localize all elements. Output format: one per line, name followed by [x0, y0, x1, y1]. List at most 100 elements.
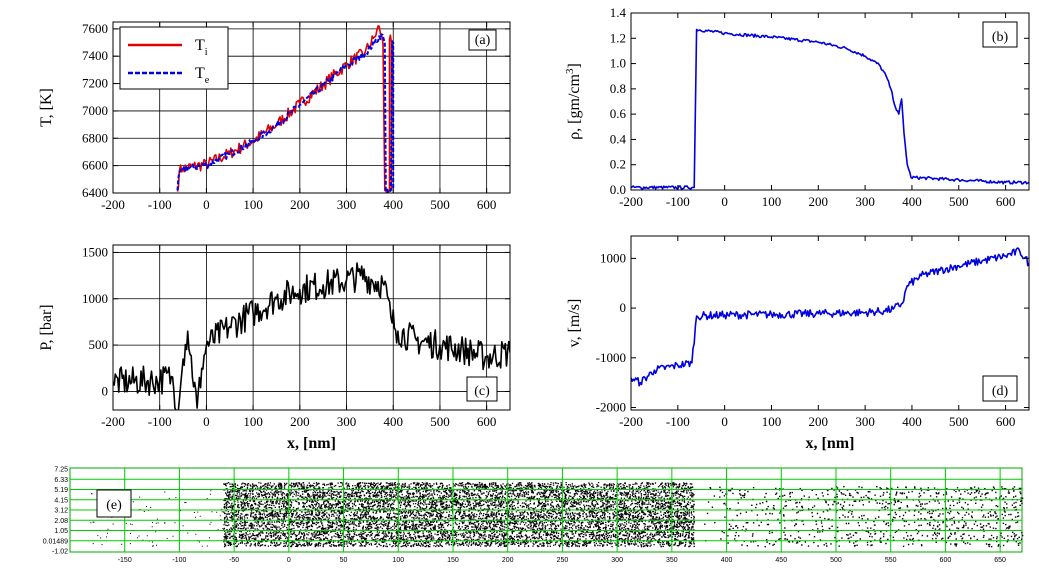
x-tick-label: -100: [148, 414, 172, 429]
x-tick-label: 200: [290, 197, 310, 212]
y-tick-label: -2000: [596, 400, 626, 415]
panel-b-density-chart: -200 -100 0 100 200 300 400 500 600 0.0 0.2 0.4 0.6 0…: [564, 5, 1030, 209]
x-tick-label: 500: [430, 414, 450, 429]
x-tick-label: 400: [902, 414, 922, 429]
plot-area: [113, 262, 510, 410]
x-tick-label: 400: [902, 194, 922, 209]
snapshot-x-tick-label: 550: [885, 557, 897, 564]
panel-tag-box: [982, 375, 1018, 402]
snapshot-y-tick-label: 6.33: [54, 477, 68, 484]
y-tick-label: 6400: [82, 185, 108, 200]
y-tick-label: 1000: [82, 291, 108, 306]
panel-tag: (c): [474, 384, 490, 399]
snapshot-x-tick-label: 350: [666, 557, 678, 564]
panel-tag-box: [468, 29, 497, 51]
snapshot-y-tick-label: 2.08: [54, 518, 68, 525]
plot-frame: [630, 12, 1030, 191]
x-axis-label: x, [nm]: [806, 435, 855, 452]
x-tick-label: -100: [666, 414, 690, 429]
y-tick-label: 7400: [82, 48, 108, 63]
y-tick-label: 0.2: [610, 157, 626, 172]
x-tick-label: 100: [243, 414, 263, 429]
snapshot-y-tick-label: 1.05: [54, 528, 68, 535]
x-tick-label: 600: [477, 414, 497, 429]
y-axis-label: ρ, [gm/cm3]: [564, 63, 583, 140]
plot-area: [631, 247, 1029, 387]
x-tick-label: -200: [101, 414, 125, 429]
y-tick-label: 1500: [82, 244, 108, 259]
series-line-velocity: [631, 247, 1029, 387]
x-tick-label: 0: [203, 197, 210, 212]
snapshot-x-tick-label: 0: [287, 557, 291, 564]
snapshot-x-tick-label: -50: [229, 557, 239, 564]
y-tick-label: 7200: [82, 76, 108, 91]
x-tick-label: 300: [855, 194, 875, 209]
legend-box: [119, 26, 229, 90]
y-tick-label: 1.4: [610, 5, 627, 20]
atom-dots: [90, 482, 1024, 548]
plot-area: [631, 28, 1029, 190]
panel-tag-box: [96, 489, 132, 518]
x-tick-label: -200: [619, 194, 643, 209]
x-tick-label: 400: [383, 197, 403, 212]
snapshot-y-tick-label: 0.01489: [43, 538, 68, 545]
panel-tag-box: [466, 376, 498, 402]
x-tick-label: 100: [762, 194, 782, 209]
y-tick-label: 0.0: [610, 182, 626, 197]
snapshot-x-tick-label: 150: [447, 557, 459, 564]
panel-tag: (b): [992, 30, 1009, 45]
y-tick-label: 1.0: [610, 56, 626, 71]
series-line-pressure: [113, 262, 510, 410]
snapshot-y-tick-label: 4.15: [54, 497, 68, 504]
snapshot-x-tick-label: 100: [392, 557, 404, 564]
x-tick-label: 300: [337, 414, 357, 429]
panel-e-atom-snapshot: -150 -100 -50 0 50 100 150 200 250 300 350 400 450 50…: [43, 467, 1024, 564]
snapshot-x-tick-label: 650: [994, 557, 1006, 564]
x-tick-label: -200: [101, 197, 125, 212]
panel-a-temperature-chart: -200 -100 0 100 200 300 400 500 600 6400 6600 6800 7…: [38, 21, 511, 212]
x-tick-label: -200: [619, 414, 643, 429]
y-tick-label: 1.2: [610, 30, 626, 45]
y-tick-label: 0.6: [610, 106, 627, 121]
y-tick-label: 0: [102, 383, 109, 398]
x-tick-label: 200: [809, 414, 829, 429]
y-tick-label: 0.4: [610, 131, 627, 146]
snapshot-x-tick-label: -100: [172, 557, 186, 564]
snapshot-y-tick-label: 3.12: [54, 508, 68, 515]
panel-c-pressure-chart: -200 -100 0 100 200 300 400 500 600 0 500 1000 1500 P…: [38, 244, 511, 452]
x-tick-label: 300: [855, 414, 875, 429]
y-tick-label: 0: [620, 300, 627, 315]
snapshot-y-tick-label: -1.02: [52, 549, 68, 556]
y-tick-label: 6600: [82, 158, 108, 173]
panel-tag: (a): [475, 33, 491, 48]
panel-tag-box: [982, 21, 1018, 48]
y-tick-label: -1000: [596, 350, 626, 365]
series-line-t-e: [176, 33, 395, 193]
x-tick-label: 300: [337, 197, 357, 212]
y-tick-label: 6800: [82, 130, 108, 145]
snapshot-x-tick-label: 450: [775, 557, 787, 564]
x-tick-label: 100: [243, 197, 263, 212]
legend-label: Te: [195, 65, 210, 86]
y-tick-label: 1000: [600, 250, 626, 265]
y-tick-label: 7000: [82, 103, 108, 118]
x-tick-label: 600: [996, 414, 1016, 429]
plot-area: [176, 25, 395, 193]
x-tick-label: 500: [949, 414, 969, 429]
y-axis-label: P, [bar]: [38, 304, 55, 350]
y-tick-label: 0.8: [610, 81, 626, 96]
snapshot-x-tick-label: 400: [721, 557, 733, 564]
snapshot-x-tick-label: 200: [502, 557, 514, 564]
x-tick-label: 600: [996, 194, 1016, 209]
y-tick-label: 7600: [82, 21, 108, 36]
snapshot-y-tick-label: 5.19: [54, 487, 68, 494]
plot-frame: [112, 21, 511, 194]
series-line-density: [631, 28, 1029, 190]
x-tick-label: 200: [809, 194, 829, 209]
x-tick-label: 400: [383, 414, 403, 429]
snapshot-x-tick-label: -150: [118, 557, 132, 564]
panel-tag: (e): [106, 498, 122, 513]
x-tick-label: 600: [477, 197, 497, 212]
snapshot-x-tick-label: 600: [940, 557, 952, 564]
